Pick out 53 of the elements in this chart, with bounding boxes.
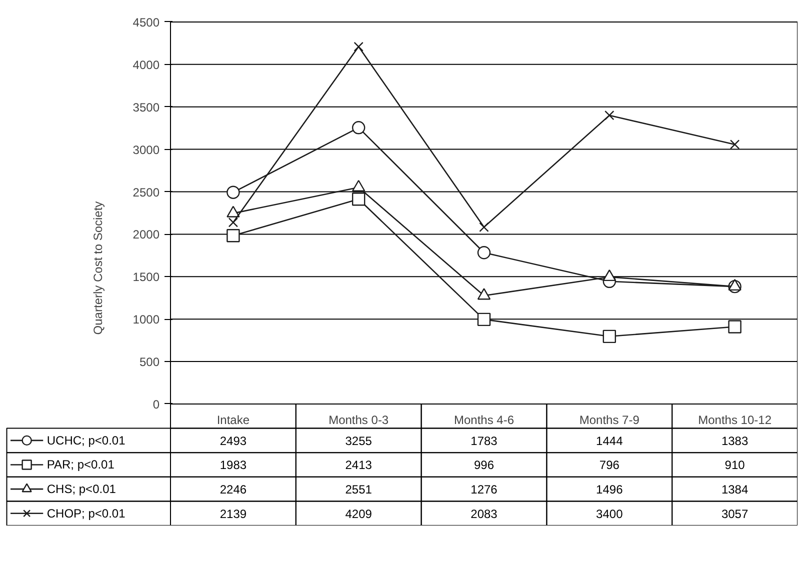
data-label: 3400 xyxy=(596,506,624,521)
y-tick-label: 4000 xyxy=(132,58,160,72)
y-tick-label: 4500 xyxy=(132,15,160,30)
y-tick-label: 500 xyxy=(139,355,160,370)
point xyxy=(730,140,740,150)
y-tick-label: 0 xyxy=(152,397,160,412)
y-tick-label: 2000 xyxy=(132,228,160,242)
data-label: 3057 xyxy=(721,506,748,521)
x-tick-label: Months 0-3 xyxy=(328,412,389,427)
x-tick-label: Months 4-6 xyxy=(454,412,514,427)
data-label: 1276 xyxy=(470,482,498,497)
y-tick-label: 1500 xyxy=(132,270,160,284)
data-label: 2246 xyxy=(220,482,247,497)
point xyxy=(477,312,491,326)
point xyxy=(604,110,614,120)
data-label: 2493 xyxy=(220,434,247,448)
point xyxy=(352,121,366,134)
data-label: 2139 xyxy=(220,506,247,521)
x-tick-label: Intake xyxy=(216,412,250,427)
legend-label: UCHC; p<0.01 xyxy=(46,433,126,448)
data-label: 1783 xyxy=(470,434,498,448)
data-label: 796 xyxy=(599,458,620,472)
data-label: 1983 xyxy=(220,458,247,472)
point xyxy=(479,222,489,232)
y-tick-label: 2500 xyxy=(132,185,160,200)
point xyxy=(477,246,491,260)
data-label: 3255 xyxy=(345,434,372,448)
point xyxy=(228,218,238,228)
y-tick-label: 3500 xyxy=(132,100,160,114)
point xyxy=(226,186,240,199)
point xyxy=(728,320,742,334)
point xyxy=(226,229,240,242)
legend-label: CHOP; p<0.01 xyxy=(46,506,126,520)
data-label: 2551 xyxy=(345,482,372,497)
data-label: 4209 xyxy=(345,506,372,521)
data-label: 2083 xyxy=(470,506,498,521)
data-label: 1384 xyxy=(721,482,748,497)
y-tick-label: 3000 xyxy=(132,142,160,157)
x-tick-label: Months 10-12 xyxy=(698,412,772,427)
data-label: 1444 xyxy=(596,434,624,448)
legend-label: CHS; p<0.01 xyxy=(46,482,116,496)
legend-label: PAR; p<0.01 xyxy=(46,458,115,472)
data-label: 1383 xyxy=(721,434,748,448)
point xyxy=(352,192,366,206)
data-label: 910 xyxy=(724,458,746,472)
x-tick-label: Months 7-9 xyxy=(579,412,640,427)
data-label: 1496 xyxy=(596,482,624,497)
point xyxy=(602,330,616,344)
point xyxy=(354,42,364,52)
data-label: 996 xyxy=(474,458,494,472)
data-label: 2413 xyxy=(345,458,372,472)
y-tick-label: 1000 xyxy=(132,312,160,327)
y-axis-title: Quarterly Cost to Society xyxy=(90,201,105,335)
